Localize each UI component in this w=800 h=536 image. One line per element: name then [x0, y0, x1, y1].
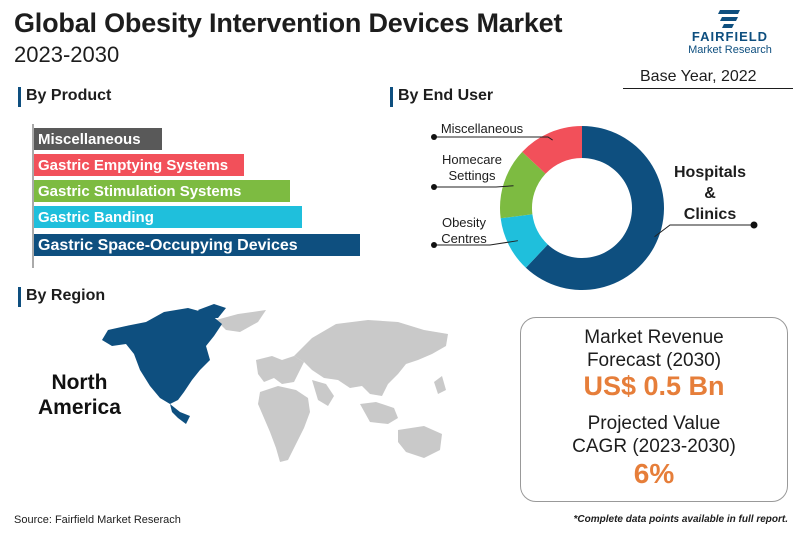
donut-slice [525, 126, 664, 290]
logo-mark-icon [718, 10, 740, 28]
donut-leader-line [654, 224, 754, 238]
region-label-line: America [38, 396, 121, 419]
product-bar-chart: Miscellaneous Gastric Emptying Systems Gas… [32, 124, 360, 268]
product-bar [34, 206, 302, 228]
donut-leader-line [434, 136, 553, 141]
donut-leader-dot [431, 134, 437, 140]
source-note: Source: Fairfield Market Reserach [14, 514, 181, 526]
base-year-divider [623, 88, 793, 89]
section-heading-region: By Region [18, 287, 105, 307]
brand-logo: FAIRFIELD Market Research [668, 6, 792, 58]
donut-label: Homecare [442, 152, 502, 167]
product-bar [34, 128, 162, 150]
donut-label: Settings [449, 168, 496, 183]
product-bar [34, 234, 360, 256]
product-bar-label: Gastric Banding [38, 209, 154, 226]
forecast-card: Market Revenue Forecast (2030) US$ 0.5 B… [520, 317, 788, 502]
cagr-value: 6% [633, 458, 675, 489]
donut-label: Obesity [442, 215, 487, 230]
product-bar [34, 180, 290, 202]
donut-leader-dot [750, 221, 758, 229]
revenue-forecast-label: Market Revenue Forecast (2030) [521, 326, 787, 372]
cagr-label: Projected Value CAGR (2023-2030) [521, 412, 787, 458]
donut-slice [522, 126, 582, 174]
donut-label: Hospitals [674, 164, 746, 181]
product-bar-label: Miscellaneous [38, 131, 141, 148]
donut-slice [500, 214, 548, 268]
continents-gray [216, 310, 448, 462]
donut-label: Miscellaneous [441, 121, 524, 136]
page-subtitle: 2023-2030 [14, 42, 120, 67]
product-bar-label: Gastric Emptying Systems [38, 157, 228, 174]
page-title: Global Obesity Intervention Devices Mark… [14, 8, 563, 38]
cagr-label-line: Projected Value [587, 413, 721, 434]
donut-slice [500, 151, 546, 219]
region-label-north-america: North America [38, 370, 121, 420]
product-bar-label: Gastric Stimulation Systems [38, 183, 241, 200]
product-bar [34, 154, 244, 176]
section-heading-product: By Product [18, 87, 111, 107]
north-america-highlight [102, 304, 226, 424]
cagr-label-line: CAGR (2023-2030) [572, 436, 736, 457]
donut-label: Clinics [684, 206, 737, 223]
region-label-line: North [51, 371, 108, 394]
revenue-forecast-label-line: Market Revenue [584, 327, 724, 348]
donut-leader-dot [431, 184, 437, 190]
footnote: *Complete data points available in full … [573, 514, 788, 525]
donut-leader-line [434, 240, 518, 246]
section-heading-end-user: By End User [390, 87, 493, 107]
world-map [102, 304, 448, 462]
base-year: Base Year, 2022 [640, 68, 757, 85]
product-bar-label: Gastric Space-Occupying Devices [38, 237, 298, 254]
donut-label: & [704, 185, 716, 202]
donut-leader-line [434, 185, 514, 188]
revenue-forecast-label-line: Forecast (2030) [586, 350, 722, 371]
logo-name: FAIRFIELD [691, 29, 769, 44]
logo-tagline: Market Research [688, 44, 772, 56]
donut-leader-dot [431, 242, 437, 248]
donut-label: Centres [441, 231, 487, 246]
revenue-forecast-value: US$ 0.5 Bn [583, 371, 725, 401]
